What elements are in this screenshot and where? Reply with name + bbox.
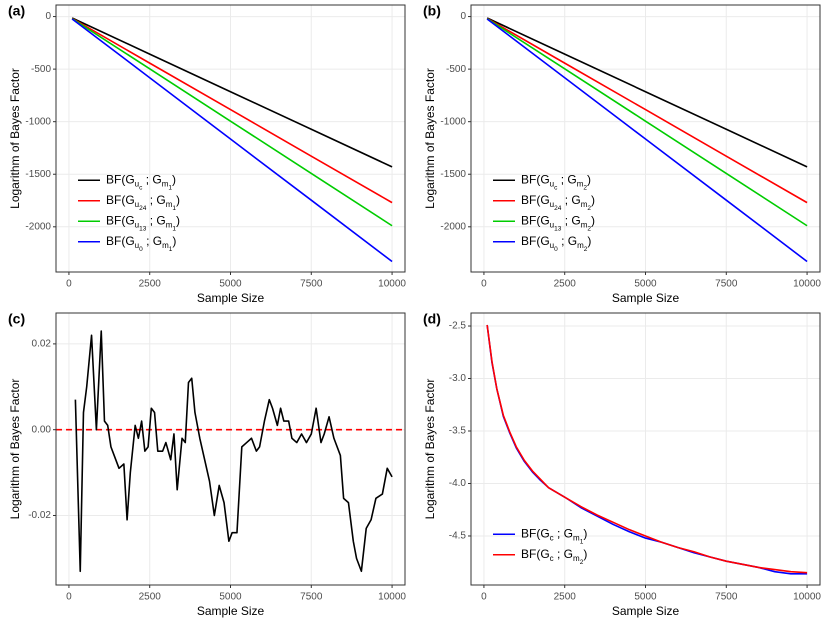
- y-tick-label: -0.02: [28, 510, 51, 521]
- legend-label: BF(Gu13 ; Gm2): [521, 213, 595, 232]
- panel-tag: (a): [8, 3, 25, 19]
- y-tick-label: -3.0: [449, 373, 467, 384]
- legend-label: BF(Gu24 ; Gm2): [521, 193, 595, 212]
- x-tick-label: 2500: [554, 279, 577, 290]
- x-tick-label: 7500: [715, 279, 738, 290]
- legend-label: BF(Gc ; Gm2): [521, 547, 587, 566]
- x-tick-label: 0: [66, 592, 72, 603]
- y-tick-label: -2000: [25, 221, 51, 232]
- y-axis-title: Logarithm of Bayes Factor: [8, 68, 22, 209]
- legend-label: BF(Guc ; Gm1): [106, 172, 176, 191]
- y-tick-label: 0.02: [32, 339, 52, 350]
- x-tick-label: 10000: [378, 592, 406, 603]
- legend-label: BF(Gu13 ; Gm1): [106, 213, 180, 232]
- plot-border: [470, 4, 821, 273]
- panel: 0 2500 5000 7500 10000 -0.02 0.00 0.02 (c) Sample…: [8, 311, 406, 618]
- y-tick-label: 0: [45, 11, 51, 22]
- x-tick-label: 7500: [300, 279, 323, 290]
- x-tick-label: 5000: [219, 279, 242, 290]
- y-tick-label: -500: [446, 64, 466, 75]
- series-line: [486, 18, 808, 263]
- x-axis-title: Sample Size: [612, 604, 680, 618]
- plot-border: [470, 312, 821, 586]
- panel: 0 2500 5000 7500 10000 -4.5 -4.0 -3.5 -3.0 -2.5 (d…: [423, 311, 821, 618]
- y-tick-label: -4.5: [449, 531, 467, 542]
- x-tick-label: 5000: [219, 592, 242, 603]
- y-tick-label: -3.5: [449, 426, 467, 437]
- panel: 0 2500 5000 7500 10000 -2000 -1500 -1000 -500 0 (b…: [423, 3, 821, 305]
- series-line: [71, 18, 393, 263]
- x-tick-label: 2500: [139, 279, 162, 290]
- series-line: [486, 324, 808, 574]
- y-tick-label: -2000: [440, 221, 466, 232]
- y-tick-label: -1000: [440, 116, 466, 127]
- y-tick-label: -1500: [25, 169, 51, 180]
- panel-tag: (b): [423, 3, 441, 19]
- plot-border: [55, 4, 406, 273]
- x-axis-title: Sample Size: [612, 291, 680, 305]
- legend-label: BF(Guc ; Gm2): [521, 172, 591, 191]
- y-tick-label: -2.5: [449, 321, 467, 332]
- series-line: [486, 17, 808, 227]
- panel: 0 2500 5000 7500 10000 -2000 -1500 -1000 -500 0 (a…: [8, 3, 406, 305]
- x-tick-label: 10000: [793, 279, 821, 290]
- series-line: [74, 330, 393, 573]
- y-axis-title: Logarithm of Bayes Factor: [423, 379, 437, 520]
- x-axis-title: Sample Size: [197, 291, 265, 305]
- series-line: [71, 17, 393, 227]
- y-tick-label: -4.0: [449, 478, 467, 489]
- panel-tag: (c): [8, 311, 25, 327]
- x-tick-label: 5000: [634, 279, 657, 290]
- x-tick-label: 10000: [793, 592, 821, 603]
- legend-label: BF(Gu0 ; Gm1): [106, 234, 176, 253]
- y-tick-label: -500: [31, 64, 51, 75]
- y-tick-label: -1000: [25, 116, 51, 127]
- panel-tag: (d): [423, 311, 441, 327]
- legend-label: BF(Gu0 ; Gm2): [521, 234, 591, 253]
- series-line: [71, 17, 393, 168]
- y-tick-label: 0.00: [32, 424, 52, 435]
- x-tick-label: 2500: [554, 592, 577, 603]
- plot-border: [55, 312, 406, 586]
- x-tick-label: 0: [66, 279, 72, 290]
- series-line: [71, 17, 393, 204]
- y-axis-title: Logarithm of Bayes Factor: [423, 68, 437, 209]
- y-axis-title: Logarithm of Bayes Factor: [8, 379, 22, 520]
- x-tick-label: 2500: [139, 592, 162, 603]
- x-tick-label: 7500: [300, 592, 323, 603]
- legend-label: BF(Gc ; Gm1): [521, 526, 587, 545]
- x-tick-label: 10000: [378, 279, 406, 290]
- x-tick-label: 0: [481, 279, 487, 290]
- x-tick-label: 7500: [715, 592, 738, 603]
- x-axis-title: Sample Size: [197, 604, 265, 618]
- series-line: [486, 17, 808, 168]
- y-tick-label: 0: [460, 11, 466, 22]
- legend-label: BF(Gu24 ; Gm1): [106, 193, 180, 212]
- x-tick-label: 0: [481, 592, 487, 603]
- y-tick-label: -1500: [440, 169, 466, 180]
- series-line: [486, 17, 808, 204]
- x-tick-label: 5000: [634, 592, 657, 603]
